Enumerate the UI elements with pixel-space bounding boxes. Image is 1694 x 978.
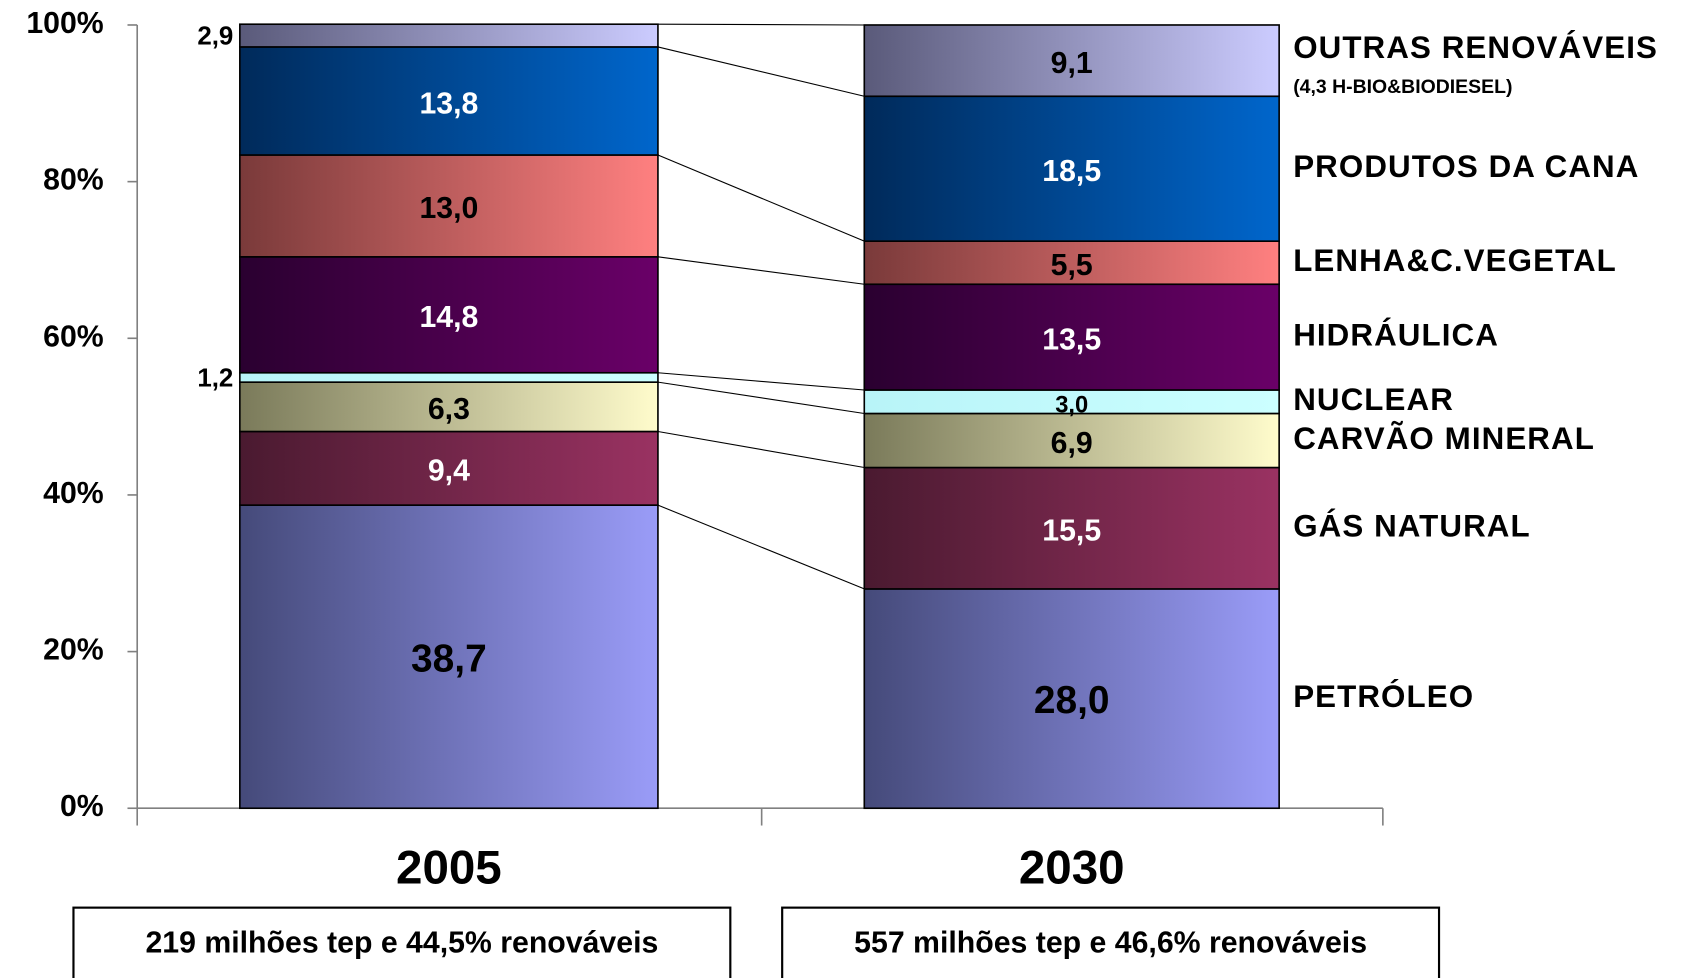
value-label: 13,0	[419, 192, 478, 225]
y-tick-label: 100%	[26, 7, 103, 40]
connector-line	[657, 381, 865, 415]
value-label: 18,5	[1042, 155, 1101, 188]
bar-segment	[239, 504, 659, 810]
value-label: 28,0	[1034, 679, 1110, 722]
connector-line	[657, 372, 865, 391]
value-label: 1,2	[197, 364, 233, 392]
category-note: 219 milhões tep e 44,5% renováveis	[145, 926, 658, 959]
connector-line	[657, 256, 865, 285]
bar-segment	[863, 283, 1280, 391]
bar-segment	[239, 430, 659, 506]
bar-segment	[239, 381, 659, 433]
connector-line	[657, 23, 865, 26]
bar-segment	[239, 371, 659, 383]
bar-segment	[863, 466, 1280, 590]
category-note: 557 milhões tep e 46,6% renováveis	[854, 926, 1367, 959]
y-tick-label: 60%	[43, 320, 104, 353]
legend-label: NUCLEAR	[1293, 382, 1454, 417]
bar-segment	[239, 23, 659, 48]
y-tick-label: 40%	[43, 477, 104, 510]
note-box	[72, 906, 732, 978]
value-label: 3,0	[1055, 391, 1088, 418]
value-label: 13,5	[1042, 323, 1101, 356]
bar-segment	[863, 95, 1280, 242]
value-label: 6,9	[1051, 427, 1093, 460]
connector-line	[657, 430, 865, 469]
legend-label: HIDRÁULICA	[1293, 317, 1499, 352]
connector-line	[657, 504, 865, 590]
legend-label: LENHA&C.VEGETAL	[1293, 243, 1617, 278]
value-label: 38,7	[411, 637, 487, 680]
legend-label: OUTRAS RENOVÁVEIS	[1293, 30, 1658, 65]
value-label: 2,9	[197, 23, 233, 51]
bar-segment	[863, 412, 1280, 469]
y-tick-label: 20%	[43, 634, 104, 667]
bar-segment	[863, 24, 1280, 98]
bar-segment	[239, 154, 659, 258]
value-label: 15,5	[1042, 515, 1101, 548]
value-label: 5,5	[1051, 249, 1093, 282]
value-label: 9,4	[428, 455, 470, 488]
legend-note: (4,3 H-BIO&BIODIESEL)	[1293, 76, 1512, 98]
legend-label: PETRÓLEO	[1293, 678, 1474, 714]
value-label: 9,1	[1051, 47, 1093, 80]
note-box	[781, 906, 1441, 978]
legend-label: PRODUTOS DA CANA	[1293, 149, 1639, 184]
legend-label: GÁS NATURAL	[1293, 509, 1531, 544]
y-tick-label: 80%	[43, 164, 104, 197]
y-tick-label: 0%	[60, 790, 104, 823]
category-label: 2005	[396, 841, 502, 894]
legend-label: CARVÃO MINERAL	[1293, 421, 1595, 456]
bar-segment	[239, 256, 659, 374]
value-label: 13,8	[419, 87, 478, 120]
bar-segment	[863, 240, 1280, 286]
value-label: 6,3	[428, 393, 470, 426]
value-label: 14,8	[419, 301, 478, 334]
category-label: 2030	[1019, 841, 1125, 894]
connector-line	[657, 46, 865, 97]
connector-line	[657, 154, 865, 242]
